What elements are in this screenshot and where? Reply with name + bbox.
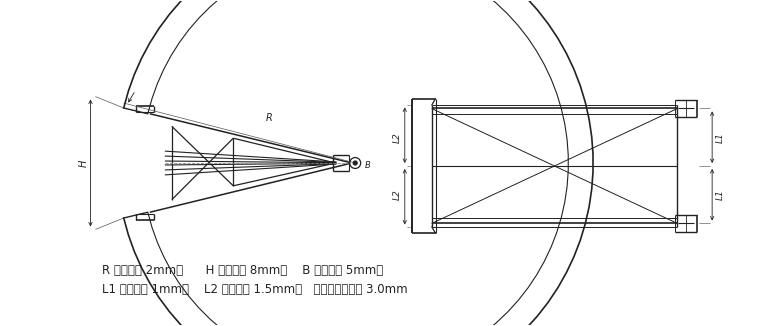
Text: L2: L2: [392, 132, 401, 142]
Circle shape: [353, 161, 357, 165]
Text: L1: L1: [716, 189, 724, 200]
Text: L1: L1: [716, 132, 724, 142]
Text: H: H: [78, 159, 89, 167]
Text: L1 允许偏差 1mm；    L2 允许偏差 1.5mm；   对角线允许偏差 3.0mm: L1 允许偏差 1mm； L2 允许偏差 1.5mm； 对角线允许偏差 3.0m…: [103, 283, 408, 296]
Text: B: B: [365, 161, 371, 170]
Text: R: R: [266, 113, 273, 123]
Text: R 允许偏差 2mm；      H 允许偏差 8mm；    B 允许偏差 5mm；: R 允许偏差 2mm； H 允许偏差 8mm； B 允许偏差 5mm；: [103, 264, 384, 276]
Text: L2: L2: [392, 189, 401, 200]
